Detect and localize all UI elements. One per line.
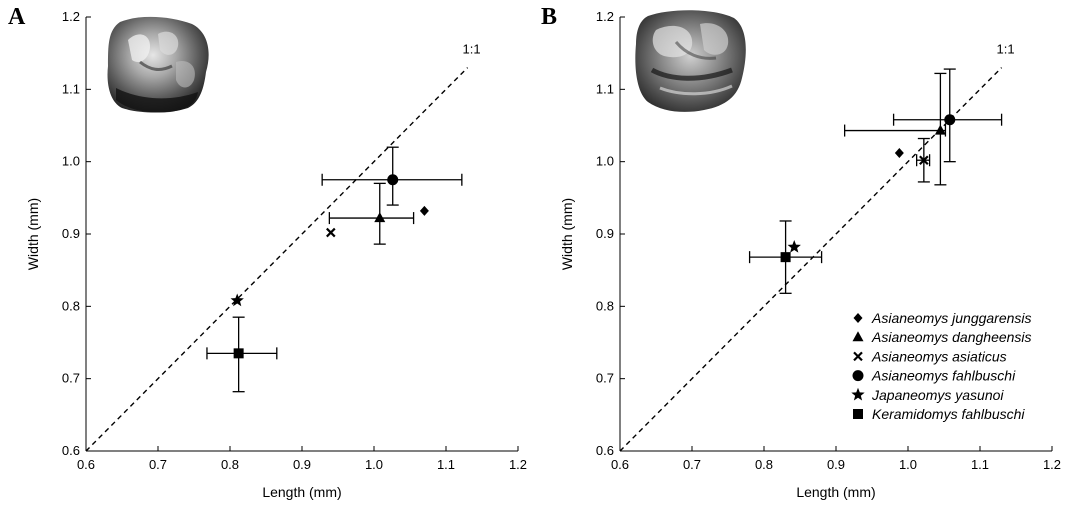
legend-label: Asianeomys fahlbuschi (871, 368, 1016, 384)
data-point-diamond (419, 205, 429, 216)
reference-line-1-1 (85, 67, 469, 452)
legend-label: Asianeomys asiaticus (871, 348, 1007, 364)
panel-letter-a: A (8, 4, 26, 30)
x-tick-label: 0.6 (77, 457, 95, 472)
data-point-diamond (894, 147, 904, 158)
x-axis-title: Length (mm) (262, 484, 341, 500)
data-point-triangle (934, 124, 946, 135)
data-point-triangle (374, 212, 386, 223)
y-tick-label: 0.9 (596, 226, 614, 241)
x-tick-label: 0.7 (149, 457, 167, 472)
y-tick-label: 1.0 (596, 154, 614, 169)
y-tick-label: 0.6 (596, 443, 614, 458)
y-tick-label: 1.1 (62, 81, 80, 96)
y-tick-label: 0.6 (62, 443, 80, 458)
y-tick-label: 1.1 (596, 81, 614, 96)
legend-marker-circle (852, 370, 864, 382)
data-point-square (780, 252, 791, 263)
series-asianeomys-fahlbuschi (892, 68, 1003, 163)
legend-item: Japaneomys yasunoi (851, 387, 1004, 403)
data-point-cross (326, 227, 336, 238)
data-point-square (233, 348, 244, 359)
x-tick-label: 1.0 (365, 457, 383, 472)
y-tick-label: 1.2 (596, 9, 614, 24)
series-asianeomys-junggarensis (894, 147, 904, 158)
x-tick-label: 0.8 (221, 457, 239, 472)
series-asianeomys-asiaticus (326, 227, 336, 238)
y-tick-label: 0.8 (62, 298, 80, 313)
y-axis-title: Width (mm) (25, 198, 41, 270)
x-tick-label: 1.2 (1043, 457, 1061, 472)
series-japaneomys-yasunoi (787, 240, 801, 253)
legend-marker-star (851, 387, 865, 401)
legend-item: Asianeomys fahlbuschi (852, 368, 1016, 384)
legend-item: Keramidomys fahlbuschi (853, 406, 1025, 422)
y-tick-label: 0.8 (596, 298, 614, 313)
legend-marker-square (853, 409, 863, 419)
data-point-circle (387, 174, 399, 186)
x-tick-label: 1.0 (899, 457, 917, 472)
x-tick-label: 0.6 (611, 457, 629, 472)
legend-marker-triangle (852, 331, 864, 342)
series-asianeomys-junggarensis (419, 205, 429, 216)
data-point-circle (944, 114, 956, 126)
y-tick-label: 0.9 (62, 226, 80, 241)
legend-item: Asianeomys junggarensis (853, 310, 1032, 326)
data-point-star (787, 240, 801, 253)
y-tick-label: 1.2 (62, 9, 80, 24)
x-axis-title: Length (mm) (796, 484, 875, 500)
data-point-cross (919, 155, 929, 165)
axes-a: 0.6 0.7 0.8 0.9 1.0 1.1 1.2 0.6 0.7 0.8 0.9 1.0 1.1 1… (25, 9, 527, 500)
legend-label: Keramidomys fahlbuschi (872, 406, 1025, 422)
x-tick-label: 0.9 (293, 457, 311, 472)
data-point-star (230, 293, 244, 307)
y-tick-label: 1.0 (62, 154, 80, 169)
tooth-photo-b (635, 10, 746, 112)
panel-a: A 0.6 0.7 0.8 0.9 1.0 1.1 1.2 0.6 0.7 0.8 0.9 1.0 1.… (8, 4, 527, 500)
legend-marker-cross (853, 351, 863, 362)
reference-line-label: 1:1 (997, 42, 1015, 57)
legend-label: Asianeomys junggarensis (871, 310, 1032, 326)
x-tick-label: 1.2 (509, 457, 527, 472)
panel-b: B Asianeomys junggarensis Asianeomys dang… (541, 4, 1061, 500)
y-tick-label: 0.7 (596, 371, 614, 386)
series-asianeomys-asiaticus (915, 137, 931, 183)
x-tick-label: 0.9 (827, 457, 845, 472)
panel-letter-b: B (541, 4, 557, 30)
legend: Asianeomys junggarensis Asianeomys danghe… (851, 310, 1032, 422)
y-tick-label: 0.7 (62, 371, 80, 386)
reference-line-label: 1:1 (463, 42, 481, 57)
series-keramidomys-fahlbuschi (206, 316, 278, 393)
legend-marker-diamond (853, 313, 863, 323)
series-asianeomys-dangheensis (843, 72, 947, 186)
axes-b: 0.6 0.7 0.8 0.9 1.0 1.1 1.2 0.6 0.7 0.8 0.9 1.0 1.1 1… (559, 9, 1061, 500)
series-japaneomys-yasunoi (230, 293, 244, 307)
series-asianeomys-fahlbuschi (321, 146, 463, 206)
y-axis-title: Width (mm) (559, 198, 575, 270)
series-keramidomys-fahlbuschi (748, 220, 823, 294)
legend-label: Japaneomys yasunoi (871, 387, 1004, 403)
x-tick-label: 1.1 (437, 457, 455, 472)
tooth-photo-a (107, 16, 209, 113)
x-tick-label: 1.1 (971, 457, 989, 472)
legend-item: Asianeomys dangheensis (852, 329, 1032, 345)
x-tick-label: 0.7 (683, 457, 701, 472)
x-tick-label: 0.8 (755, 457, 773, 472)
legend-item: Asianeomys asiaticus (853, 348, 1007, 364)
legend-label: Asianeomys dangheensis (871, 329, 1032, 345)
series-asianeomys-dangheensis (328, 182, 415, 245)
